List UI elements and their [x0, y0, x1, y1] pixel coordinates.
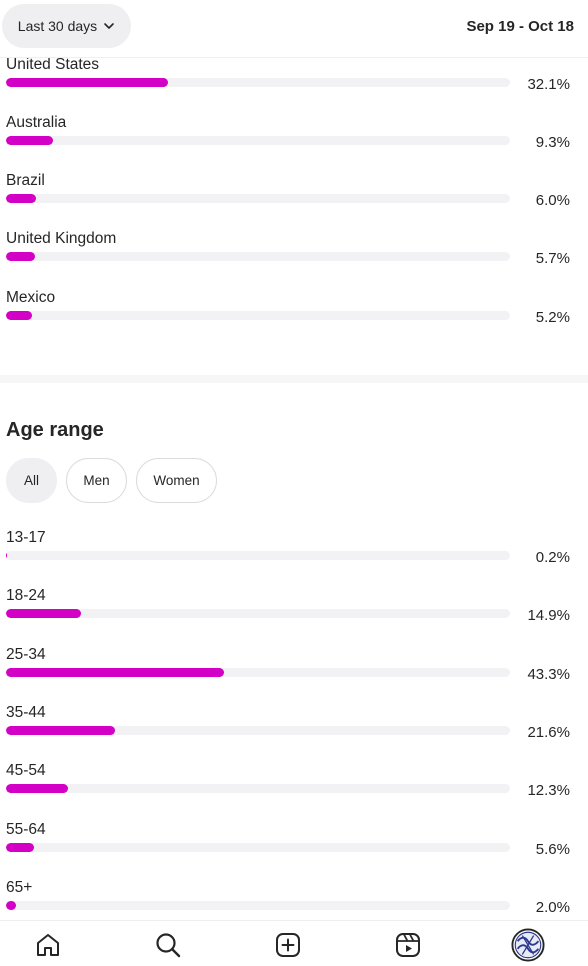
location-label: United States [6, 56, 100, 73]
age-bar-fill [6, 609, 82, 618]
age-row: 25-34 43.3% [0, 646, 588, 704]
location-bar-track [6, 194, 510, 203]
location-row: Australia 9.3% [0, 114, 588, 172]
age-bar-track [6, 726, 510, 735]
age-bar-track [6, 609, 510, 618]
age-value: 5.6% [535, 841, 570, 858]
filter-chip-all[interactable]: All [6, 458, 57, 503]
age-row: 13-17 0.2% [0, 529, 588, 587]
age-row: 55-64 5.6% [0, 821, 588, 879]
nav-profile-button[interactable] [510, 927, 546, 963]
age-value: 0.2% [535, 549, 570, 566]
chevron-down-icon [104, 23, 114, 29]
create-icon [276, 933, 300, 957]
date-range-selector-label: Last 30 days [17, 18, 98, 34]
nav-home-button[interactable] [30, 927, 66, 963]
age-value: 2.0% [535, 899, 570, 916]
location-bar-track [6, 78, 510, 87]
location-bar-fill [6, 194, 37, 203]
location-label: United Kingdom [6, 230, 117, 247]
age-row: 65+ 2.0% [0, 879, 588, 937]
age-bar-track [6, 668, 510, 677]
age-row: 35-44 21.6% [0, 704, 588, 762]
home-icon [37, 934, 59, 956]
location-value: 6.0% [535, 192, 570, 209]
location-bar-track [6, 252, 510, 261]
nav-reels-button[interactable] [390, 927, 426, 963]
age-label: 25-34 [6, 646, 46, 663]
search-icon [156, 933, 181, 958]
nav-search-button[interactable] [150, 927, 186, 963]
age-bar-track [6, 901, 510, 910]
age-bar-track [6, 843, 510, 852]
location-bar-track [6, 136, 510, 145]
location-row: United Kingdom 5.7% [0, 230, 588, 288]
age-value: 12.3% [527, 782, 570, 799]
bottom-navigation-bar [0, 920, 588, 966]
location-row: Mexico 5.2% [0, 289, 588, 347]
age-range-title: Age range [6, 419, 104, 441]
reels-icon [396, 933, 420, 957]
location-bar-track [6, 311, 510, 320]
age-label: 55-64 [6, 821, 46, 838]
location-row: United States 32.1% [0, 56, 588, 114]
age-bar-fill [6, 668, 225, 677]
gender-filter-chips: All Men Women [6, 458, 217, 503]
age-row: 18-24 14.9% [0, 587, 588, 645]
age-bar-fill [6, 901, 17, 910]
location-value: 32.1% [527, 76, 570, 93]
section-divider [0, 375, 588, 383]
location-value: 5.7% [535, 250, 570, 267]
age-label: 18-24 [6, 587, 46, 604]
filter-chip-women[interactable]: Women [136, 458, 217, 503]
age-value: 43.3% [527, 666, 570, 683]
age-value: 21.6% [527, 724, 570, 741]
filter-chip-men[interactable]: Men [66, 458, 127, 503]
age-bar-fill [6, 551, 7, 560]
age-row: 45-54 12.3% [0, 762, 588, 820]
location-label: Brazil [6, 172, 45, 189]
location-bar-fill [6, 311, 33, 320]
location-bar-fill [6, 136, 53, 145]
date-range-text: Sep 19 - Oct 18 [466, 18, 574, 35]
date-range-selector[interactable]: Last 30 days [2, 4, 131, 48]
age-bar-track [6, 551, 510, 560]
age-label: 35-44 [6, 704, 46, 721]
location-label: Mexico [6, 289, 56, 306]
profile-avatar [511, 928, 545, 962]
age-bar-track [6, 784, 510, 793]
age-bar-fill [6, 726, 115, 735]
top-header: Last 30 days Sep 19 - Oct 18 [0, 0, 588, 58]
location-label: Australia [6, 114, 67, 131]
location-bar-fill [6, 252, 35, 261]
age-value: 14.9% [527, 607, 570, 624]
age-bar-fill [6, 784, 68, 793]
location-value: 9.3% [535, 134, 570, 151]
location-value: 5.2% [535, 309, 570, 326]
nav-create-button[interactable] [270, 927, 306, 963]
age-label: 13-17 [6, 529, 46, 546]
age-bar-fill [6, 843, 35, 852]
age-label: 45-54 [6, 762, 46, 779]
location-bar-fill [6, 78, 168, 87]
age-label: 65+ [6, 879, 33, 896]
location-row: Brazil 6.0% [0, 172, 588, 230]
